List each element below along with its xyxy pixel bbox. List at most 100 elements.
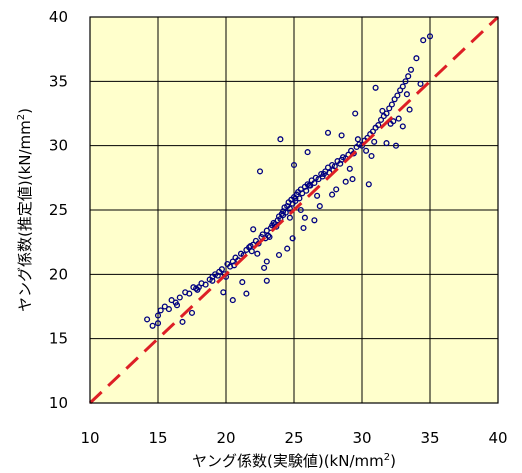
plot-frame: [89, 16, 499, 404]
data-point: [383, 140, 390, 147]
data-point: [154, 312, 162, 319]
data-points: [144, 33, 434, 329]
data-point: [299, 190, 306, 197]
data-point: [352, 110, 359, 117]
x-tick-label: 40: [488, 429, 507, 447]
data-point: [296, 195, 303, 202]
y-tick-label: 30: [49, 137, 68, 155]
data-point: [386, 105, 393, 112]
data-point: [350, 150, 357, 157]
data-point: [261, 264, 268, 271]
data-point: [314, 192, 321, 199]
data-point: [286, 214, 293, 221]
data-point: [383, 110, 390, 117]
data-point: [220, 289, 227, 296]
data-point: [179, 318, 186, 325]
data-point: [297, 206, 304, 214]
data-point: [195, 284, 202, 291]
y-tick-label: 15: [49, 330, 68, 348]
data-point: [388, 101, 395, 108]
x-tick-label: 35: [420, 429, 439, 447]
data-point: [214, 272, 221, 279]
data-point: [275, 251, 283, 259]
data-point: [311, 179, 318, 187]
x-tick-label: 30: [352, 429, 371, 447]
data-point: [333, 186, 340, 193]
data-point: [338, 132, 345, 139]
data-point: [417, 80, 424, 87]
data-point: [263, 258, 270, 265]
x-tick-label: 25: [284, 429, 303, 447]
data-point: [292, 197, 299, 205]
y-axis-title-text: ヤング係数(推定値)(kN/mm: [16, 120, 34, 312]
y-tick-label: 40: [49, 8, 68, 26]
data-point: [426, 33, 434, 40]
data-point: [305, 182, 313, 189]
data-point: [280, 212, 287, 219]
data-point: [248, 248, 255, 255]
data-point: [371, 138, 378, 145]
data-point: [394, 92, 401, 99]
reference-line-y-equals-x: [88, 15, 500, 405]
y-tick-label: 35: [49, 72, 68, 90]
data-point: [256, 168, 264, 175]
data-point: [247, 242, 254, 250]
data-point: [390, 118, 397, 125]
y-tick-label: 10: [49, 394, 68, 412]
data-point: [311, 217, 318, 224]
y-tick-label: 20: [49, 265, 68, 283]
data-point: [372, 84, 379, 91]
data-point: [263, 277, 270, 284]
data-point: [284, 245, 291, 252]
data-point: [176, 294, 183, 301]
data-point: [338, 156, 345, 163]
data-point: [379, 107, 386, 114]
data-point: [290, 161, 298, 169]
data-point: [218, 266, 225, 273]
data-point: [255, 240, 262, 247]
y-axis-title-superscript: 2: [16, 114, 27, 120]
data-point: [420, 37, 427, 44]
data-point: [277, 136, 284, 143]
data-point: [186, 290, 193, 297]
data-point: [157, 307, 164, 314]
data-point: [395, 115, 402, 122]
data-point: [250, 226, 257, 233]
data-point: [292, 195, 299, 202]
data-point: [173, 302, 181, 309]
data-point: [303, 187, 310, 194]
data-point: [301, 214, 308, 221]
data-point: [405, 73, 412, 80]
data-point: [304, 149, 311, 156]
data-point: [246, 244, 253, 251]
data-point: [413, 55, 420, 62]
y-axis-title-suffix: ): [16, 108, 34, 114]
data-point: [286, 205, 293, 212]
data-point: [392, 142, 400, 149]
data-point: [209, 273, 216, 280]
data-point: [320, 170, 327, 178]
data-point: [149, 322, 156, 329]
data-point: [377, 116, 385, 123]
data-point: [363, 147, 370, 154]
data-point: [144, 316, 151, 323]
data-point: [315, 176, 322, 183]
data-point: [161, 303, 168, 310]
data-point: [406, 106, 413, 113]
data-point: [154, 320, 162, 327]
data-point: [365, 181, 372, 188]
x-axis-title: ヤング係数(実験値)(kN/mm2): [192, 452, 396, 470]
data-point: [324, 129, 332, 136]
data-point: [259, 231, 266, 238]
data-point: [188, 309, 196, 316]
data-point: [300, 224, 307, 232]
x-tick-label: 10: [80, 429, 99, 447]
data-point: [209, 277, 216, 284]
x-tick-label: 15: [148, 429, 167, 447]
data-point: [254, 250, 261, 257]
data-point: [407, 66, 415, 73]
y-tick-label: 25: [49, 201, 68, 219]
data-point: [229, 297, 236, 304]
y-tick-labels: 10 15 20 25 30 35 40: [49, 8, 68, 412]
data-point: [358, 142, 366, 149]
